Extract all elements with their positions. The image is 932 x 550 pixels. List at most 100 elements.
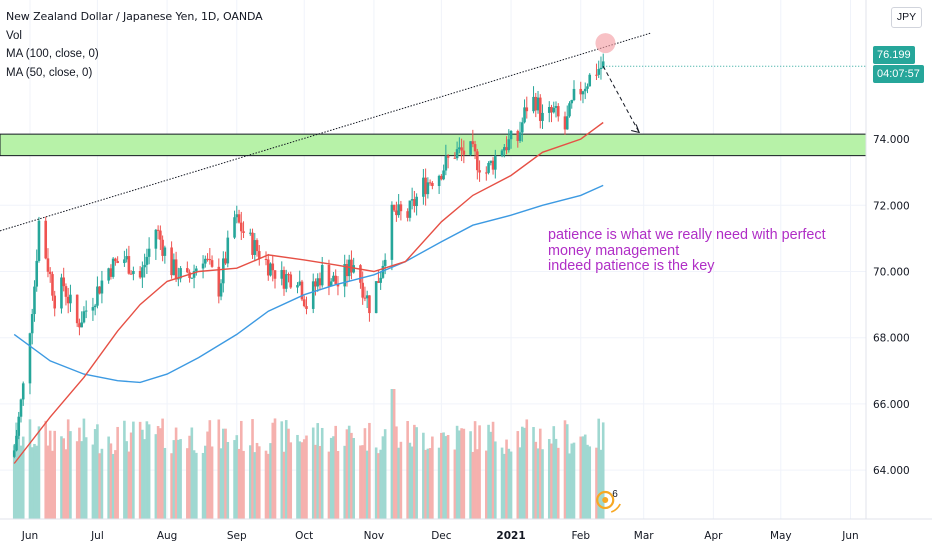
candle-body <box>19 399 23 417</box>
volume-bar <box>579 436 583 519</box>
volume-bar <box>395 426 398 519</box>
volume-bar <box>64 449 68 519</box>
candle-body <box>287 274 290 276</box>
volume-bar <box>217 419 221 519</box>
volume-bar <box>15 422 18 519</box>
candle-body <box>453 157 457 159</box>
volume-bar <box>516 431 520 519</box>
candle-body <box>186 268 189 273</box>
volume-bar <box>408 442 412 519</box>
candle-body <box>507 139 511 151</box>
ma-line <box>13 121 604 464</box>
currency-button[interactable]: JPY <box>891 7 922 28</box>
candle-body <box>75 294 79 324</box>
volume-bar <box>305 435 308 519</box>
volume-bar <box>163 447 167 519</box>
candle-body <box>565 116 569 130</box>
candle-body <box>473 144 477 152</box>
volume-bar <box>442 432 445 519</box>
volume-bar <box>343 445 346 519</box>
volume-bar <box>48 430 52 519</box>
volume-bar <box>572 442 576 519</box>
time-tick-label: Aug <box>157 530 178 542</box>
volume-bar <box>383 429 387 519</box>
candle-body <box>143 264 146 268</box>
candle-body <box>586 86 589 89</box>
volume-bar <box>242 450 245 519</box>
volume-bar <box>195 452 198 519</box>
candle-body <box>132 270 135 275</box>
volume-bar <box>282 451 286 519</box>
volume-bar <box>62 438 65 519</box>
annotation-line: indeed patience is the key <box>548 258 715 274</box>
volume-bar <box>381 436 385 519</box>
volume-bar <box>359 445 362 519</box>
candle-body <box>458 147 461 150</box>
volume-bar <box>556 447 560 519</box>
candle-body <box>257 251 261 260</box>
price-tick-label: 74.000 <box>873 134 910 146</box>
candle-body <box>552 107 556 113</box>
volume-bar <box>318 445 322 519</box>
volume-bar <box>33 443 36 519</box>
candle-body <box>235 214 239 218</box>
volume-bar <box>93 429 97 519</box>
moving-averages <box>13 121 604 464</box>
candle-body <box>377 281 380 283</box>
candle-body <box>123 259 126 264</box>
candle-body <box>314 281 317 287</box>
candle-body <box>224 258 227 264</box>
candle-body <box>269 263 272 276</box>
volume-bar <box>109 443 113 519</box>
time-axis[interactable]: Jun Jul Aug Sep Oct Nov Dec 2021 Feb Mar Apr May Jun <box>0 518 932 542</box>
candle-body <box>442 170 445 180</box>
volume-bar <box>53 430 57 519</box>
candle-body <box>397 204 400 216</box>
volume-bar <box>159 428 162 519</box>
symbol-title[interactable]: New Zealand Dollar / Japanese Yen, 1D, O… <box>6 10 263 23</box>
ring-alert-icon[interactable]: 6 <box>596 489 621 513</box>
candle-body <box>332 275 335 282</box>
volume-bar <box>264 450 268 519</box>
candle-body <box>37 220 41 261</box>
volume-bar <box>601 422 605 519</box>
volume-bar <box>458 430 461 519</box>
candle-body <box>28 333 32 384</box>
support-zone-rect <box>0 133 867 157</box>
volume-bar <box>377 453 380 519</box>
volume-bar <box>332 436 335 519</box>
volume-bar <box>84 437 88 519</box>
volume-bar <box>473 421 477 519</box>
candle-body <box>399 204 403 212</box>
volume-bar <box>469 431 472 519</box>
candle-body <box>251 232 254 255</box>
candle-body <box>534 96 538 111</box>
candle-body <box>145 256 149 265</box>
legend-ma100[interactable]: MA (100, close, 0) <box>6 48 99 60</box>
volume-bar <box>91 444 95 519</box>
text-annotation[interactable]: patience is what we really need with per… <box>548 227 868 275</box>
candle-body <box>554 106 558 108</box>
candle-body <box>491 160 495 170</box>
volume-bar <box>568 453 571 519</box>
time-tick-label: Feb <box>571 530 590 542</box>
candle-body <box>550 106 553 113</box>
volume-bar <box>177 439 180 519</box>
candlesticks <box>12 53 605 459</box>
volume-bar <box>462 428 466 519</box>
candle-body <box>505 147 508 151</box>
legend-vol[interactable]: Vol <box>6 29 22 42</box>
volume-bar <box>123 420 126 519</box>
legend-ma50[interactable]: MA (50, close, 0) <box>6 66 93 79</box>
volume-bar <box>28 419 32 519</box>
candle-body <box>33 286 36 315</box>
volume-bar <box>399 441 403 519</box>
volume-bar <box>350 432 353 519</box>
candle-body <box>98 286 101 294</box>
candle-body <box>82 311 86 323</box>
candle-body <box>395 210 398 216</box>
candle-body <box>161 239 164 256</box>
volume-bar <box>219 448 223 519</box>
price-axis[interactable]: 64.000 66.000 68.000 70.000 72.000 74.000 <box>865 0 910 519</box>
